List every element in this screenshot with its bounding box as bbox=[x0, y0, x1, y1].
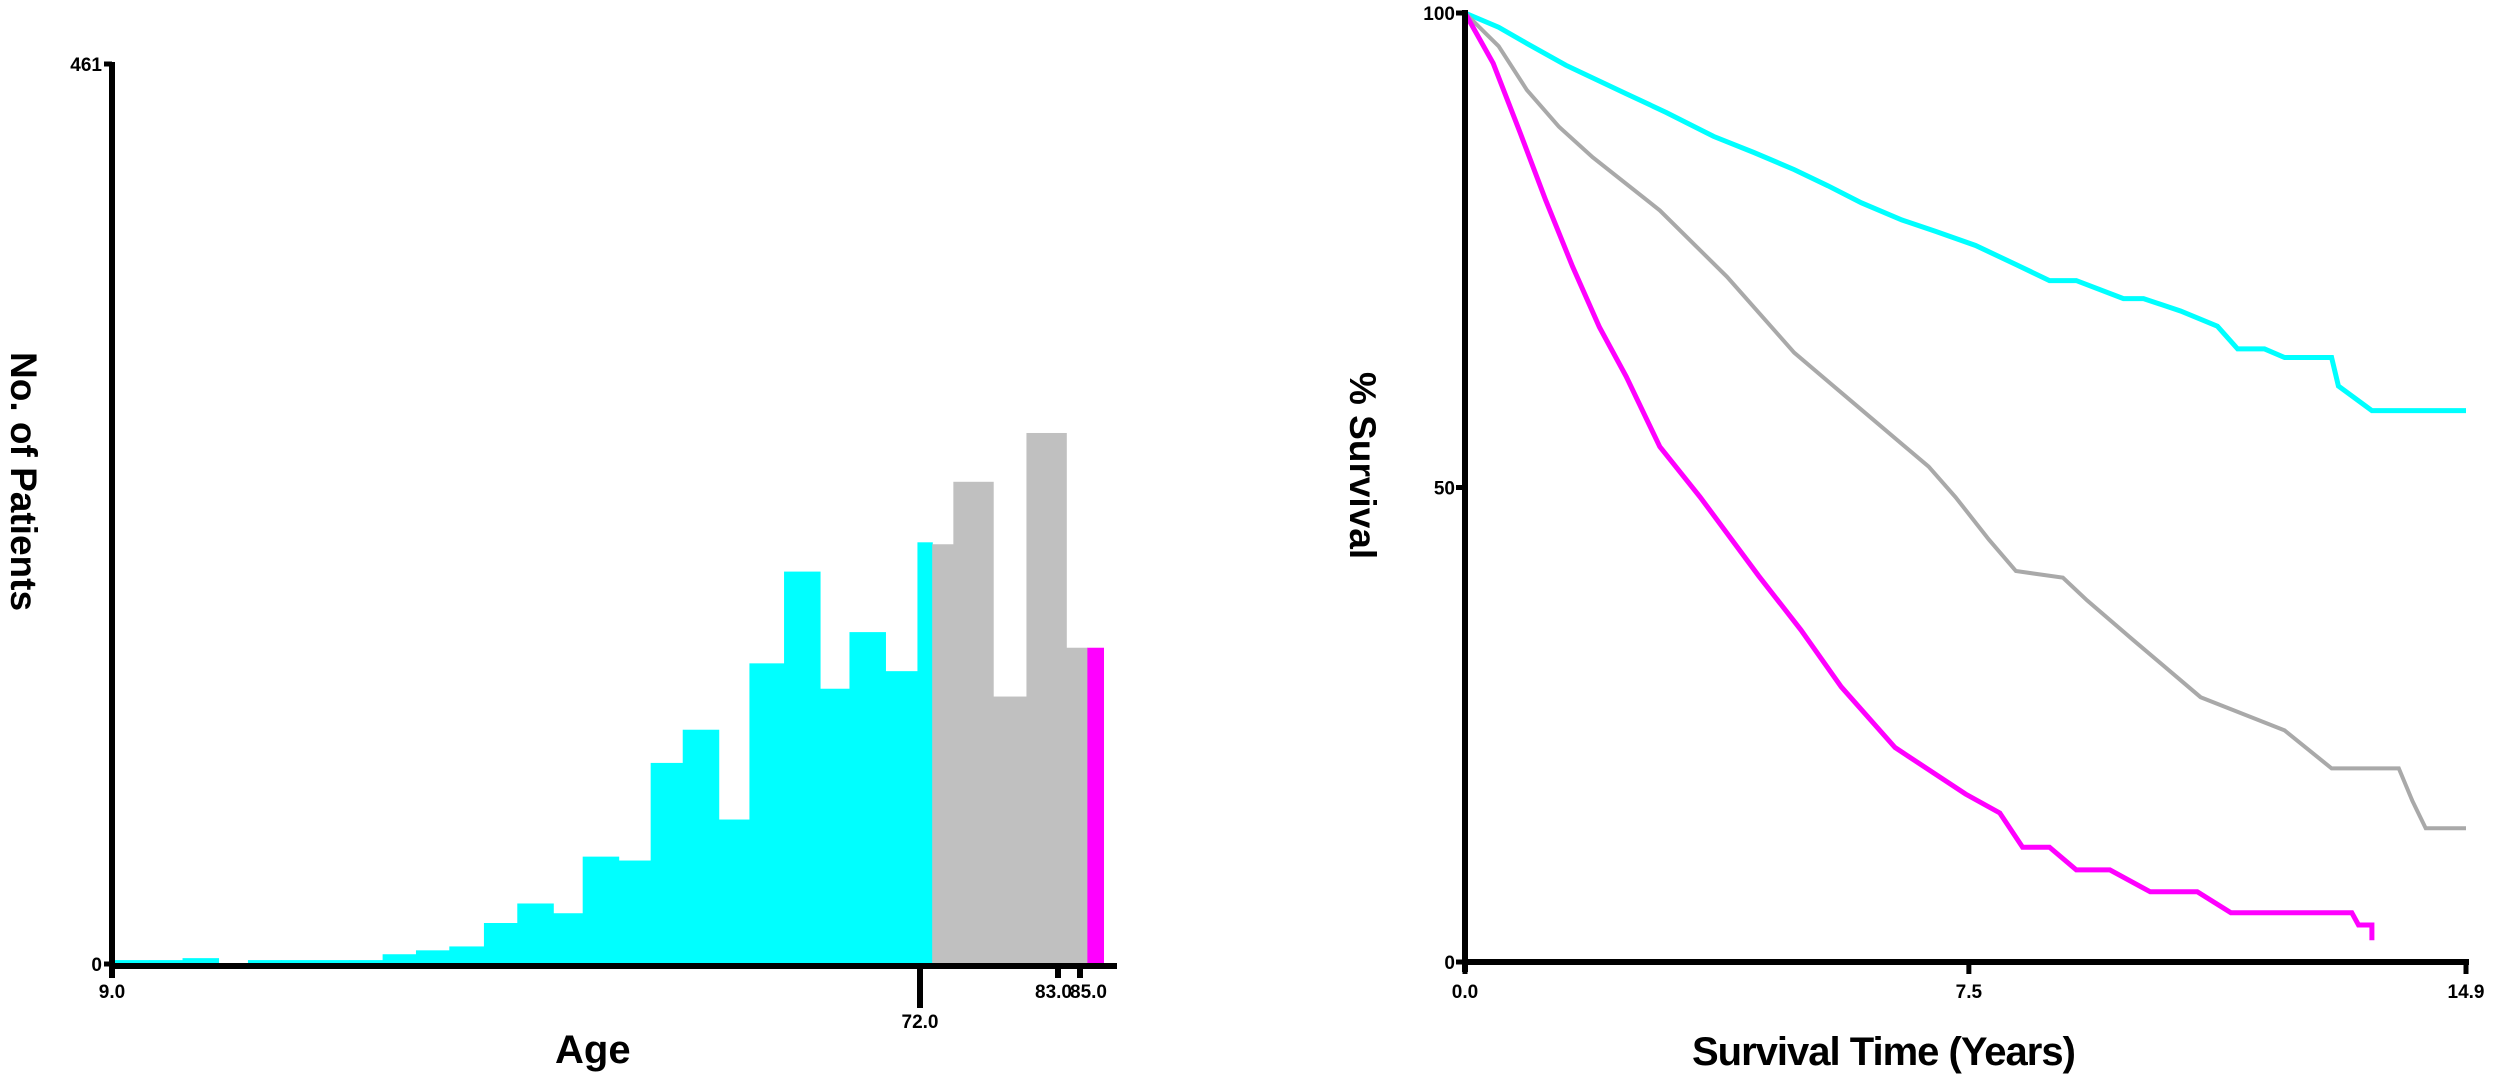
histogram-bar bbox=[449, 946, 485, 964]
x-tick-label: 72.0 bbox=[902, 1012, 939, 1033]
y-tick-label: 0 bbox=[91, 955, 102, 976]
survival-y-axis-title: % Survival bbox=[1342, 372, 1383, 560]
histogram-y-axis-title: No. of Patients bbox=[3, 352, 44, 612]
histogram-bar bbox=[349, 960, 384, 964]
x-tick-label: 9.0 bbox=[99, 982, 125, 1003]
histogram-bar bbox=[784, 571, 821, 964]
histogram-bar bbox=[1026, 432, 1067, 964]
x-tick-label: 7.5 bbox=[1956, 982, 1983, 1003]
histogram-bar bbox=[517, 903, 554, 964]
x-tick-label: 85.0 bbox=[1070, 982, 1107, 1003]
histogram-bar bbox=[182, 958, 220, 964]
histogram-bar bbox=[247, 960, 282, 964]
x-tick-label: 0.0 bbox=[1452, 982, 1478, 1003]
y-tick-label: 461 bbox=[70, 55, 102, 76]
histogram-bar bbox=[314, 960, 350, 964]
x-tick-label: 14.9 bbox=[2448, 982, 2485, 1003]
histogram-bar bbox=[953, 481, 994, 964]
age-histogram-panel: 0 461 9.0 72.0 83.0 85.0 No. of Patients Age bbox=[0, 0, 1200, 1087]
histogram-bar bbox=[682, 729, 720, 964]
histogram-bar bbox=[932, 544, 954, 964]
survival-curve-gray bbox=[1463, 11, 2466, 831]
histogram-bar bbox=[885, 671, 919, 964]
histogram-x-axis-title: Age bbox=[555, 1028, 631, 1072]
histogram-bar bbox=[415, 950, 450, 964]
histogram-bar bbox=[718, 819, 751, 964]
histogram-bar bbox=[650, 762, 684, 964]
histogram-bar bbox=[582, 856, 620, 964]
survival-curve-magenta bbox=[1462, 11, 2375, 941]
histogram-bar bbox=[281, 960, 316, 964]
x-tick-label: 83.0 bbox=[1035, 982, 1072, 1003]
histogram-bar bbox=[993, 696, 1028, 964]
histogram-bar bbox=[553, 913, 584, 964]
histogram-bar bbox=[114, 960, 150, 964]
histogram-bar bbox=[749, 663, 785, 964]
histogram-bar bbox=[819, 688, 851, 964]
histogram-bar bbox=[917, 542, 933, 964]
survival-curve-chart: 0 50 100 0.0 7.5 14.9 bbox=[1423, 4, 2485, 1003]
age-histogram-chart: 0 461 9.0 72.0 83.085.0 bbox=[70, 55, 1117, 1033]
survival-curve-panel: 0 50 100 0.0 7.5 14.9 % Survival Survival Tim… bbox=[1300, 0, 2500, 1087]
histogram-bar bbox=[618, 860, 652, 964]
survival-x-axis-title: Survival Time (Years) bbox=[1692, 1030, 2076, 1074]
y-tick-label: 100 bbox=[1423, 4, 1455, 25]
histogram-bar bbox=[1066, 647, 1088, 964]
y-tick-label: 50 bbox=[1434, 479, 1455, 500]
histogram-bar bbox=[1087, 647, 1105, 964]
histogram-bar bbox=[849, 632, 886, 964]
survival-curve-cyan bbox=[1464, 10, 2466, 414]
histogram-bar bbox=[149, 960, 184, 964]
histogram-bar bbox=[382, 954, 417, 964]
y-tick-label: 0 bbox=[1444, 953, 1455, 974]
histogram-bar bbox=[483, 923, 518, 964]
